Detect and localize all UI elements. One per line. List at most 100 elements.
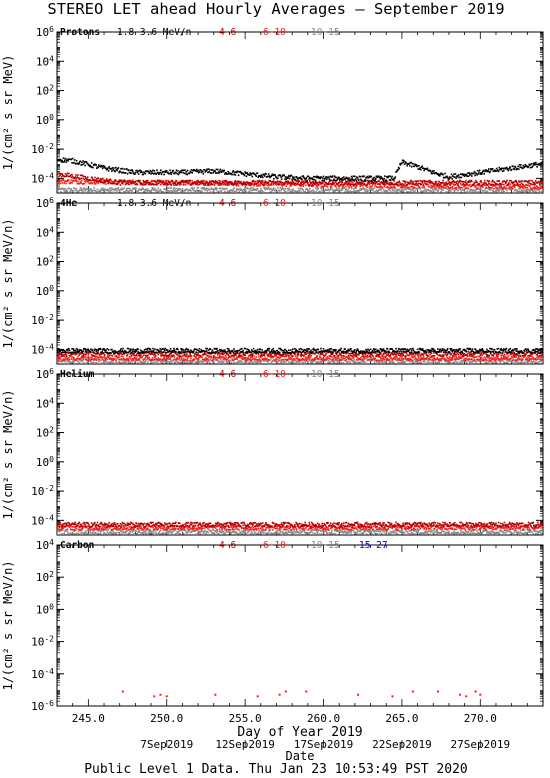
data-point xyxy=(506,189,508,192)
data-point xyxy=(290,182,293,184)
data-point xyxy=(287,176,290,178)
data-point xyxy=(251,189,254,192)
data-point xyxy=(169,361,171,364)
data-point xyxy=(287,189,290,192)
data-point xyxy=(459,186,461,189)
data-point xyxy=(233,356,235,359)
data-point xyxy=(233,171,236,174)
data-point xyxy=(421,186,423,189)
data-point xyxy=(66,190,69,193)
data-point xyxy=(216,187,218,190)
data-point xyxy=(326,189,329,191)
data-point xyxy=(90,166,92,168)
data-point xyxy=(414,163,416,166)
data-point xyxy=(536,187,538,189)
data-point xyxy=(455,358,457,361)
data-point xyxy=(493,185,496,187)
data-point xyxy=(81,355,83,357)
data-point xyxy=(518,181,521,183)
data-point xyxy=(379,356,382,359)
data-point xyxy=(298,180,301,183)
data-point xyxy=(337,356,340,358)
data-point xyxy=(90,361,92,364)
data-point xyxy=(98,360,100,363)
data-point xyxy=(499,168,501,171)
data-point xyxy=(342,357,345,360)
data-point xyxy=(510,357,512,360)
data-point xyxy=(396,357,399,359)
data-point xyxy=(425,362,427,364)
data-point xyxy=(341,183,343,185)
data-point xyxy=(360,181,363,183)
data-point xyxy=(173,358,175,361)
data-point xyxy=(82,175,85,178)
data-point xyxy=(209,191,212,193)
data-point xyxy=(398,180,401,183)
data-point xyxy=(137,355,139,357)
data-point xyxy=(252,362,254,364)
data-point xyxy=(306,357,308,360)
data-point xyxy=(312,189,315,192)
data-point xyxy=(145,360,147,362)
data-point xyxy=(317,361,320,364)
data-point xyxy=(203,186,205,189)
data-point xyxy=(454,359,457,362)
data-point xyxy=(512,182,514,185)
data-point xyxy=(258,180,260,183)
data-point xyxy=(483,182,486,184)
data-point xyxy=(197,191,200,193)
data-point xyxy=(199,190,202,193)
data-point xyxy=(477,355,480,358)
data-point xyxy=(252,179,255,182)
data-point xyxy=(67,172,70,175)
data-point xyxy=(248,174,251,176)
data-point xyxy=(408,186,410,189)
data-point xyxy=(345,181,348,183)
data-point xyxy=(113,167,115,169)
data-point xyxy=(87,188,90,191)
data-point xyxy=(510,186,513,188)
data-point xyxy=(113,182,116,184)
data-point xyxy=(415,164,418,166)
data-point xyxy=(175,361,177,363)
data-point xyxy=(529,186,532,189)
data-point xyxy=(383,177,386,180)
data-point xyxy=(64,157,67,160)
data-point xyxy=(328,191,331,193)
data-point xyxy=(70,358,73,360)
data-point xyxy=(194,190,196,192)
data-point xyxy=(326,183,329,186)
data-point xyxy=(118,190,121,193)
data-point xyxy=(226,183,228,185)
data-point xyxy=(65,161,67,163)
data-point xyxy=(357,182,360,185)
data-point xyxy=(73,357,75,359)
data-point xyxy=(508,166,511,168)
data-point xyxy=(444,184,446,186)
data-point xyxy=(474,181,476,184)
data-point xyxy=(327,361,329,364)
data-point xyxy=(190,183,193,185)
data-point xyxy=(225,356,227,359)
data-point xyxy=(458,356,461,358)
data-point xyxy=(408,164,411,167)
data-point xyxy=(484,359,486,361)
data-point xyxy=(503,360,505,363)
data-point xyxy=(307,357,310,359)
data-point xyxy=(121,167,124,170)
data-point xyxy=(222,169,224,172)
data-point xyxy=(346,190,348,192)
data-point xyxy=(484,179,486,182)
data-point xyxy=(124,190,127,193)
data-point xyxy=(217,184,220,186)
data-point xyxy=(144,182,146,184)
data-point xyxy=(529,355,532,358)
data-point xyxy=(115,188,118,191)
data-point xyxy=(368,183,371,186)
data-point xyxy=(511,181,514,183)
data-point xyxy=(105,360,107,362)
data-point xyxy=(366,183,369,186)
data-point xyxy=(246,362,248,364)
data-point xyxy=(175,184,177,186)
data-point xyxy=(146,181,149,183)
